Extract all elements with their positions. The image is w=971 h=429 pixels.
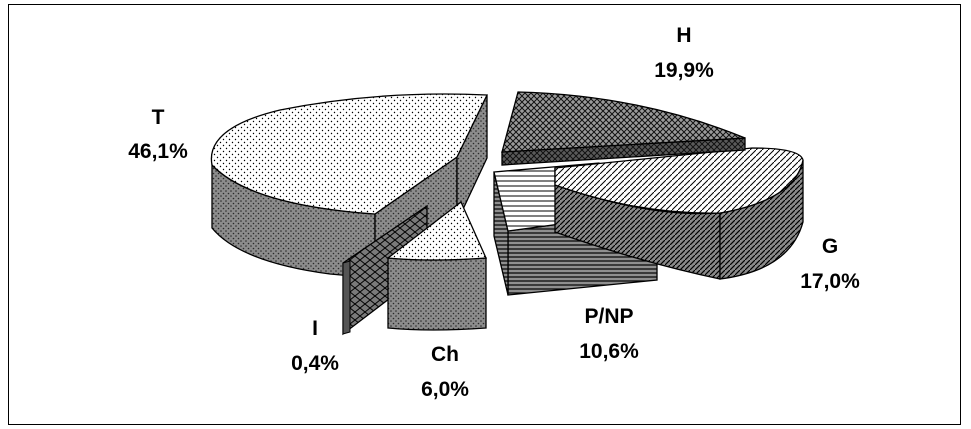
label-h-pct: 19,9%: [654, 59, 714, 82]
label-pnp-name: P/NP: [584, 305, 633, 328]
label-ch-name: Ch: [431, 343, 459, 366]
label-g-name: G: [822, 235, 838, 258]
label-i-name: I: [312, 317, 318, 340]
label-g-pct: 17,0%: [800, 270, 860, 293]
label-pnp-pct: 10,6%: [579, 340, 639, 363]
label-i-pct: 0,4%: [291, 352, 339, 375]
slice-g-top: [554, 147, 804, 214]
label-t-pct: 46,1%: [128, 140, 188, 163]
label-h-name: H: [676, 24, 691, 47]
slice-ch-top: [386, 200, 487, 261]
label-t-name: T: [152, 106, 165, 129]
label-ch-pct: 6,0%: [421, 378, 469, 401]
slice-ch-side: [387, 257, 487, 331]
slice-t-top: [210, 93, 489, 215]
slice-h-top: [501, 91, 746, 153]
slice-i-side-front: [342, 260, 351, 335]
